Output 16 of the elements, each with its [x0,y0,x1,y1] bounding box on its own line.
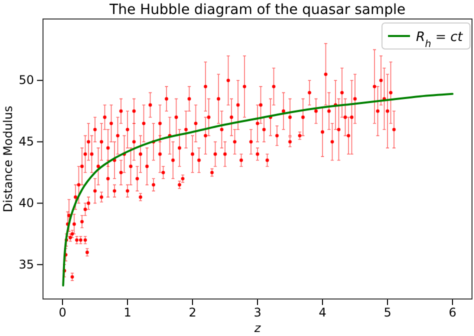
x-tick-label: 5 [384,306,392,320]
x-tick-label: 6 [448,306,456,320]
y-tick-label: 45 [18,134,34,149]
x-tick-label: 3 [254,306,262,320]
y-tick-label: 40 [18,196,34,210]
line-series [62,92,454,286]
x-tick-label: 2 [188,306,196,320]
x-axis-title: z [253,321,262,335]
x-tick-label: 4 [318,306,326,320]
x-tick-label: 0 [58,306,66,320]
y-tick-label: 35 [18,257,34,272]
chart-title: The Hubble diagram of the quasar sample [108,2,406,18]
x-tick-label: 1 [124,306,132,320]
legend-label: R$_{h}$ = ct [416,30,464,50]
y-axis-title: Distance Modulus [1,106,15,212]
y-tick-label: 50 [18,73,34,88]
